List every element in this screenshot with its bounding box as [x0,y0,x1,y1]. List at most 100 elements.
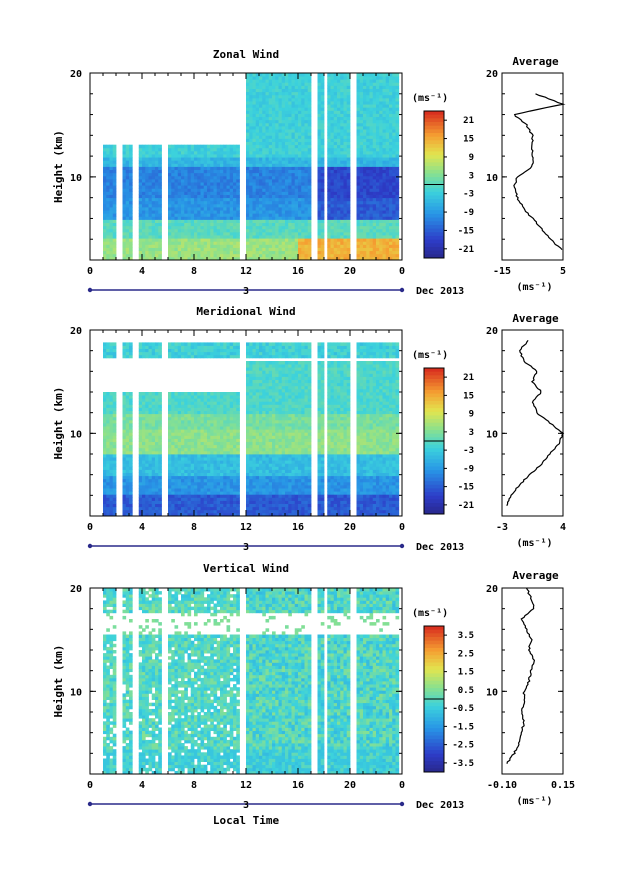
colorbar-segment [424,728,444,732]
colorbar-tick-label: 9 [469,153,474,163]
x-tick-label: 12 [240,780,252,791]
colorbar-segment [424,251,444,255]
date-bar-start [88,802,92,806]
colorbar-segment [424,225,444,229]
colorbar-segment [424,441,444,445]
colorbar-segment [424,236,444,240]
colorbar-unit: (ms⁻¹) [412,350,448,361]
colorbar-segment [424,221,444,225]
date-bar-start [88,544,92,548]
date-day: 3 [243,542,249,553]
colorbar-segment [424,375,444,379]
colorbar-segment [424,663,444,667]
colorbar-segment [424,467,444,471]
colorbar-segment [424,397,444,401]
colorbar-segment [424,496,444,500]
colorbar-segment [424,459,444,463]
date-bar-end [400,288,404,292]
colorbar-tick-label: 21 [463,116,474,126]
colorbar-segment [424,485,444,489]
x-tick-label: 8 [191,522,197,533]
colorbar-tick-label: 0.5 [458,686,474,696]
colorbar-segment [424,240,444,244]
heatmap-cells [103,588,399,774]
colorbar-segment [424,390,444,394]
x-axis-label: Local Time [213,814,280,827]
colorbar-segment [424,379,444,383]
heatmap-cells [103,342,399,516]
colorbar-segment [424,706,444,710]
colorbar-segment [424,196,444,200]
x-tick-label: 0 [399,522,405,533]
colorbar-tick-label: 3 [469,428,474,438]
x-tick-label: 12 [240,266,252,277]
colorbar-segment [424,151,444,155]
date-label: Dec 2013 [416,286,464,297]
average-x-tick-label: -0.10 [487,780,517,791]
average-y-tick-label: 20 [486,69,498,80]
colorbar-segment [424,641,444,645]
colorbar-segment [424,673,444,677]
colorbar-segment [424,426,444,430]
colorbar-segment [424,503,444,507]
colorbar-tick-label: 9 [469,410,474,420]
y-tick-label: 10 [70,687,82,698]
colorbar-tick-label: -15 [458,483,474,493]
average-x-tick-label: 0.15 [551,780,575,791]
average-y-tick-label: 10 [486,429,498,440]
y-tick-label: 10 [70,173,82,184]
y-tick-label: 20 [70,326,82,337]
average-x-label: (ms⁻¹) [516,796,552,807]
colorbar-segment [424,229,444,233]
average-x-tick-label: 5 [560,266,566,277]
colorbar-segment [424,684,444,688]
colorbar-tick-label: -21 [458,501,474,511]
x-tick-label: 0 [87,266,93,277]
colorbar-segment [424,488,444,492]
colorbar-segment [424,677,444,681]
x-tick-label: 0 [399,266,405,277]
x-tick-label: 20 [344,522,356,533]
colorbar-segment [424,452,444,456]
colorbar-segment [424,232,444,236]
colorbar-segment [424,192,444,196]
colorbar-tick-label: -3 [463,190,474,200]
colorbar-tick-label: 1.5 [458,668,474,678]
average-x-label: (ms⁻¹) [516,538,552,549]
average-x-tick-label: 4 [560,522,566,533]
average-profile-line [507,588,534,764]
colorbar-segment [424,372,444,376]
average-y-tick-label: 10 [486,173,498,184]
colorbar-tick-label: -9 [463,208,474,218]
x-tick-label: 16 [292,522,304,533]
colorbar-segment [424,155,444,159]
x-tick-label: 4 [139,522,145,533]
colorbar-segment [424,199,444,203]
panel-title: Meridional Wind [196,305,295,318]
average-y-tick-label: 20 [486,584,498,595]
colorbar-segment [424,761,444,765]
colorbar-tick-label: -2.5 [452,741,474,751]
average-title: Average [512,55,559,68]
colorbar-tick-label: -15 [458,226,474,236]
colorbar-segment [424,133,444,137]
colorbar-segment [424,481,444,485]
colorbar-segment [424,659,444,663]
colorbar-tick-label: 2.5 [458,649,474,659]
date-day: 3 [243,286,249,297]
x-tick-label: 8 [191,266,197,277]
colorbar-segment [424,626,444,630]
colorbar-segment [424,692,444,696]
x-tick-label: 20 [344,266,356,277]
colorbar-segment [424,434,444,438]
date-bar-end [400,544,404,548]
panel-title: Zonal Wind [213,48,279,61]
colorbar-segment [424,405,444,409]
y-axis-label: Height (km) [52,645,65,718]
colorbar-tick-label: -0.5 [452,704,474,714]
colorbar-segment [424,739,444,743]
colorbar-segment [424,637,444,641]
colorbar-segment [424,126,444,130]
